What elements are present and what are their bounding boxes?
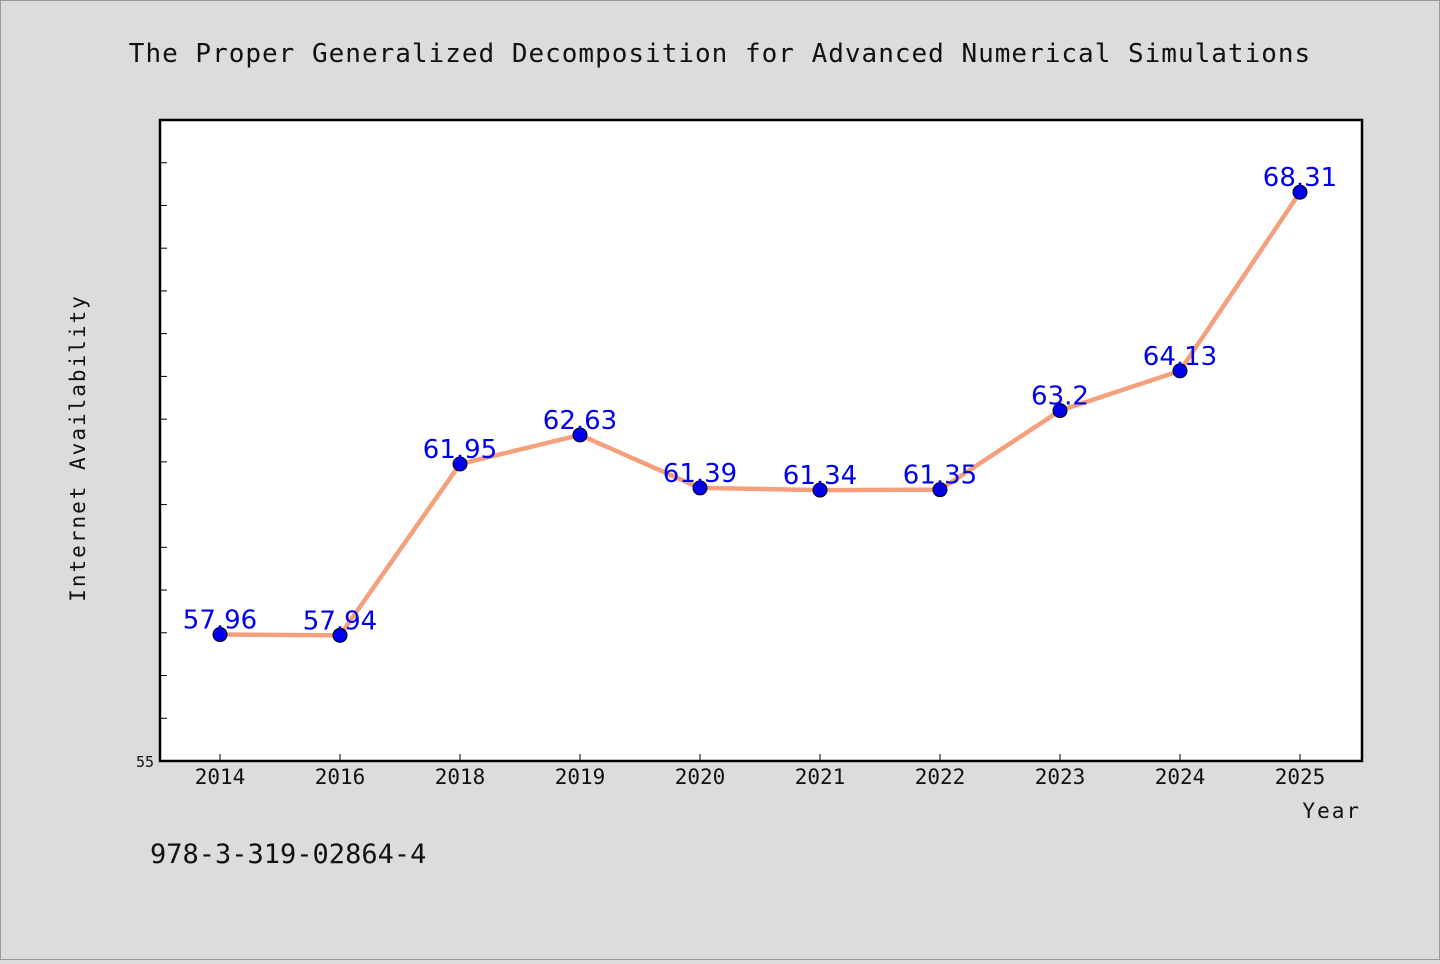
data-point-marker xyxy=(572,427,588,443)
data-value-label: 61.35 xyxy=(903,461,977,491)
data-point-marker xyxy=(332,627,348,643)
chart-title: The Proper Generalized Decomposition for… xyxy=(129,39,1311,69)
x-tick-label: 2019 xyxy=(555,765,606,789)
x-tick-label: 2020 xyxy=(675,765,726,789)
data-labels: 57.96 57.94 61.95 62.63 61.39 61.34 61.35 63.2 6… xyxy=(183,163,1337,636)
series-line xyxy=(217,189,1303,638)
footnote-isbn: 978-3-319-02864-4 xyxy=(150,839,426,870)
y-axis-tick-labels: 55 xyxy=(136,753,154,771)
y-axis-ticks xyxy=(160,119,167,719)
x-axis-tick-labels: 2014 2016 2018 2019 2020 2021 2022 2023 2024 2025 xyxy=(195,765,1326,789)
x-tick-label: 2018 xyxy=(435,765,486,789)
data-point-marker xyxy=(692,480,708,496)
x-tick-label: 2024 xyxy=(1155,765,1206,789)
x-tick-label: 2021 xyxy=(795,765,846,789)
x-tick-label: 2023 xyxy=(1035,765,1086,789)
x-tick-label: 2022 xyxy=(915,765,966,789)
y-axis-label: Internet Availability xyxy=(66,294,90,602)
y-tick-label: 55 xyxy=(136,753,154,771)
data-value-label: 63.2 xyxy=(1031,382,1089,412)
data-point-marker xyxy=(1052,403,1068,419)
x-tick-label: 2014 xyxy=(195,765,246,789)
data-point-marker xyxy=(1172,363,1188,379)
data-point-marker xyxy=(452,456,468,472)
data-value-label: 57.96 xyxy=(183,606,257,636)
x-tick-label: 2025 xyxy=(1275,765,1326,789)
data-value-label: 61.39 xyxy=(663,459,737,489)
data-point-marker xyxy=(1292,184,1308,200)
data-value-label: 61.34 xyxy=(783,461,857,491)
x-axis-label: Year xyxy=(1302,799,1361,823)
data-point-marker xyxy=(932,482,948,498)
x-tick-label: 2016 xyxy=(315,765,366,789)
data-point-marker xyxy=(212,627,228,643)
data-value-label: 68.31 xyxy=(1263,163,1337,193)
data-value-label: 64.13 xyxy=(1143,342,1217,372)
data-value-label: 62.63 xyxy=(543,406,617,436)
plot-area xyxy=(158,118,1364,763)
data-value-label: 61.95 xyxy=(423,435,497,465)
data-markers xyxy=(212,184,1308,643)
x-axis-ticks xyxy=(219,754,1301,761)
data-point-marker xyxy=(812,482,828,498)
data-value-label: 57.94 xyxy=(303,606,377,636)
